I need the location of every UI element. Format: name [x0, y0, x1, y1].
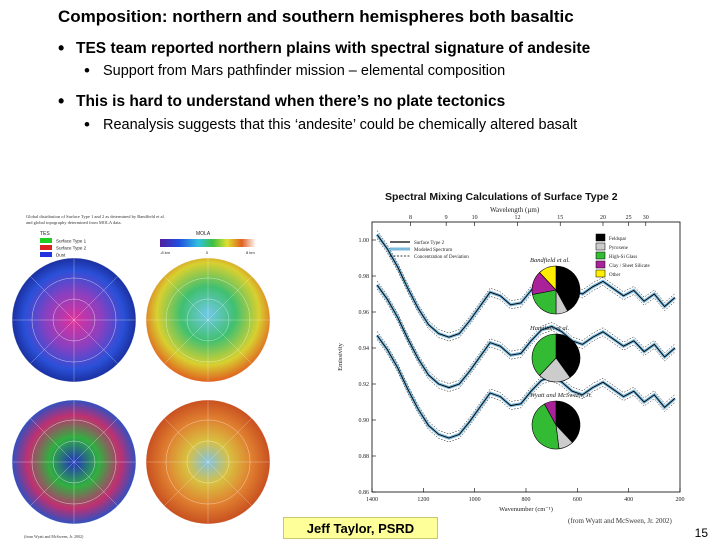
pie-slice — [531, 403, 560, 450]
pie-legend-label: Feldspar — [609, 237, 627, 242]
pie-slice — [532, 289, 557, 315]
top-tick-label: 30 — [643, 215, 649, 221]
top-tick-label: 12 — [514, 215, 520, 221]
pie-slice — [539, 265, 557, 291]
mars-map-figure: Global distribution of Surface Type 1 an… — [10, 206, 278, 540]
x-tick-label: 1000 — [469, 497, 481, 503]
x-tick-label: 400 — [624, 497, 633, 503]
pie-legend-swatch — [595, 242, 606, 251]
bullet-2-text: This is hard to understand when there’s … — [76, 93, 506, 110]
pie-label: Bandfield et al. — [530, 257, 570, 264]
tes-legend-label: Surface Type 2 — [56, 246, 87, 251]
bullet-dot-icon: • — [58, 38, 65, 58]
y-tick-label: 0.88 — [359, 454, 370, 460]
top-tick-label: 25 — [626, 215, 632, 221]
mola-scale-max: 8 km — [246, 250, 255, 255]
legend-label: Modeled Spectrum — [414, 248, 452, 253]
top-tick-label: 15 — [557, 215, 563, 221]
y-tick-label: 0.94 — [359, 346, 370, 352]
spectral-chart-svg: Spectral Mixing Calculations of Surface … — [337, 191, 685, 513]
y-tick-label: 0.96 — [359, 310, 370, 316]
y-axis-label: Emissivity — [337, 342, 344, 371]
map-caption-line-2: and global topography determined from MO… — [26, 220, 122, 225]
mola-south-polar-map — [145, 399, 271, 525]
pie-slice — [539, 357, 571, 383]
bullet-dot-icon: • — [84, 115, 90, 134]
observed-spectrum-3 — [376, 335, 676, 439]
legend-label: Surface Type 2 — [414, 241, 445, 246]
chart-title: Spectral Mixing Calculations of Surface … — [385, 191, 618, 203]
chart-citation: (from Wyatt and McSween, Jr. 2002) — [568, 517, 672, 525]
page-number: 15 — [694, 526, 708, 540]
pie-legend-label: Pyroxene — [609, 246, 629, 251]
top-tick-label: 20 — [600, 215, 606, 221]
slide-title: Composition: northern and southern hemis… — [58, 7, 574, 26]
pie-legend-swatch — [595, 260, 606, 269]
x-tick-label: 600 — [573, 497, 582, 503]
pie-legend-swatch — [595, 233, 606, 242]
mola-title: MOLA — [196, 231, 211, 237]
deviation-lower-2 — [376, 288, 676, 392]
pie-legend-swatch — [595, 251, 606, 260]
pie-label: Hamilton et al. — [529, 325, 570, 332]
pie-label: Wyatt and McSween, Jr. — [530, 392, 592, 399]
deviation-lower-3 — [376, 339, 676, 443]
map-caption-line-1: Global distribution of Surface Type 1 an… — [26, 214, 165, 219]
observed-spectrum-2 — [376, 284, 676, 389]
bullet-dot-icon: • — [84, 61, 90, 80]
spectral-chart: Spectral Mixing Calculations of Surface … — [330, 182, 690, 530]
tes-legend-label: Surface Type 1 — [56, 239, 87, 244]
mola-scale-min: -8 km — [160, 250, 171, 255]
pie-legend-swatch — [595, 269, 606, 278]
tes-legend-label: Dust — [56, 253, 66, 258]
tes-south-polar-map — [11, 399, 137, 525]
x-tick-label: 800 — [522, 497, 531, 503]
pie-legend-label: Other — [609, 273, 621, 278]
tes-north-polar-map — [11, 257, 137, 383]
mars-map-svg: Global distribution of Surface Type 1 an… — [10, 206, 278, 540]
y-tick-label: 1.00 — [359, 238, 370, 244]
pie-legend-label: High-Si Glass — [609, 255, 637, 260]
pie-slice — [555, 333, 581, 378]
mola-scale-mid: 0 — [206, 250, 209, 255]
pie-legend-label: Clay / Sheet Silicate — [609, 264, 650, 269]
deviation-upper-1 — [376, 230, 676, 334]
observed-spectrum-1 — [376, 234, 676, 338]
pie-slice — [555, 400, 581, 443]
bullet-1-text: TES team reported northern plains with s… — [76, 40, 591, 57]
top-tick-label: 10 — [472, 215, 478, 221]
y-tick-label: 0.86 — [359, 490, 370, 496]
bullet-dot-icon: • — [58, 91, 65, 111]
mola-north-polar-map — [145, 257, 271, 383]
top-tick-label: 8 — [409, 215, 412, 221]
top-tick-label: 9 — [445, 215, 448, 221]
y-tick-label: 0.90 — [359, 418, 370, 424]
tes-legend-swatch — [40, 238, 52, 243]
x-tick-label: 1200 — [417, 497, 429, 503]
top-axis-label: Wavelength (µm) — [490, 206, 540, 214]
series-legend: Surface Type 2 Modeled Spectrum Concentr… — [390, 241, 469, 260]
deviation-upper-3 — [376, 331, 676, 435]
sub-bullet-1-text: Support from Mars pathfinder mission – e… — [103, 63, 506, 79]
tes-legend-swatch — [40, 252, 52, 257]
y-tick-label: 0.92 — [359, 382, 370, 388]
credit-box: Jeff Taylor, PSRD — [283, 517, 438, 539]
deviation-lower-1 — [376, 238, 676, 342]
x-tick-label: 1400 — [366, 497, 378, 503]
pie-slice — [555, 265, 581, 312]
pie-slice — [531, 333, 557, 376]
pie-slice — [544, 400, 557, 426]
mola-color-scale — [160, 239, 256, 247]
x-axis-label: Wavenumber (cm⁻¹) — [499, 506, 553, 513]
tes-legend-swatch — [40, 245, 52, 250]
y-tick-label: 0.98 — [359, 274, 370, 280]
deviation-upper-2 — [376, 280, 676, 384]
legend-label: Concentration of Deviation — [414, 255, 469, 260]
x-tick-label: 200 — [676, 497, 685, 503]
tes-legend-title: TES — [40, 231, 50, 237]
map-footer: (from Wyatt and McSween, Jr. 2002) — [24, 534, 84, 540]
sub-bullet-2-text: Reanalysis suggests that this ‘andesite’… — [103, 117, 578, 133]
